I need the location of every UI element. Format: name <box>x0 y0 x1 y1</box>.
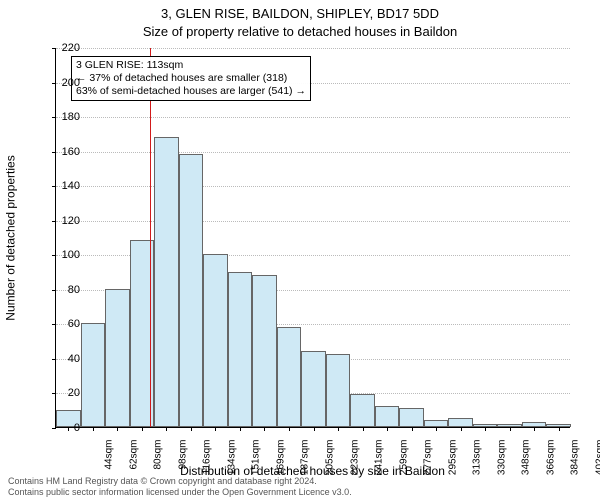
gridline <box>56 152 570 153</box>
xtick-mark <box>314 427 315 431</box>
xtick-mark <box>117 427 118 431</box>
xtick-label: 348sqm <box>521 440 532 484</box>
xtick-label: 44sqm <box>104 440 115 484</box>
annotation-line2: ← 37% of detached houses are smaller (31… <box>76 72 306 85</box>
histogram-bar <box>424 420 449 427</box>
xtick-mark <box>289 427 290 431</box>
gridline <box>56 186 570 187</box>
property-size-chart: 3, GLEN RISE, BAILDON, SHIPLEY, BD17 5DD… <box>0 0 600 500</box>
ytick-label: 0 <box>50 422 80 434</box>
histogram-bar <box>375 406 400 427</box>
histogram-bar <box>399 408 424 427</box>
annotation-line1: 3 GLEN RISE: 113sqm <box>76 59 306 72</box>
xtick-mark <box>436 427 437 431</box>
xtick-label: 313sqm <box>472 440 483 484</box>
plot-area: 3 GLEN RISE: 113sqm← 37% of detached hou… <box>55 48 570 428</box>
histogram-bar <box>81 323 106 427</box>
xtick-label: 384sqm <box>570 440 581 484</box>
ytick-label: 120 <box>50 215 80 227</box>
xtick-label: 259sqm <box>398 440 409 484</box>
xtick-mark <box>485 427 486 431</box>
xtick-label: 187sqm <box>300 440 311 484</box>
xtick-label: 151sqm <box>251 440 262 484</box>
chart-title-line1: 3, GLEN RISE, BAILDON, SHIPLEY, BD17 5DD <box>0 6 600 21</box>
xtick-mark <box>534 427 535 431</box>
xtick-mark <box>93 427 94 431</box>
histogram-bar <box>326 354 351 427</box>
ytick-label: 80 <box>50 284 80 296</box>
xtick-label: 330sqm <box>496 440 507 484</box>
ytick-label: 20 <box>50 387 80 399</box>
histogram-bar <box>301 351 326 427</box>
ytick-label: 220 <box>50 42 80 54</box>
xtick-mark <box>166 427 167 431</box>
xtick-mark <box>264 427 265 431</box>
xtick-label: 223sqm <box>349 440 360 484</box>
ytick-label: 200 <box>50 77 80 89</box>
xtick-label: 62sqm <box>128 440 139 484</box>
ytick-label: 60 <box>50 318 80 330</box>
xtick-mark <box>142 427 143 431</box>
histogram-bar <box>154 137 179 427</box>
xtick-label: 98sqm <box>177 440 188 484</box>
xtick-mark <box>461 427 462 431</box>
ytick-label: 40 <box>50 353 80 365</box>
xtick-label: 366sqm <box>545 440 556 484</box>
ytick-label: 180 <box>50 111 80 123</box>
ytick-label: 160 <box>50 146 80 158</box>
histogram-bar <box>277 327 302 427</box>
chart-title-line2: Size of property relative to detached ho… <box>0 24 600 39</box>
xtick-label: 241sqm <box>374 440 385 484</box>
histogram-bar <box>448 418 473 427</box>
xtick-mark <box>387 427 388 431</box>
histogram-bar <box>105 289 130 427</box>
gridline <box>56 221 570 222</box>
xtick-label: 80sqm <box>153 440 164 484</box>
annotation-line3: 63% of semi-detached houses are larger (… <box>76 85 306 98</box>
ytick-label: 140 <box>50 180 80 192</box>
y-axis-label: Number of detached properties <box>4 48 18 428</box>
xtick-label: 169sqm <box>275 440 286 484</box>
histogram-bar <box>179 154 204 427</box>
gridline <box>56 48 570 49</box>
xtick-label: 116sqm <box>202 440 213 484</box>
ytick-label: 100 <box>50 249 80 261</box>
xtick-label: 277sqm <box>423 440 434 484</box>
xtick-mark <box>191 427 192 431</box>
histogram-bar <box>350 394 375 427</box>
footer-line2: Contains public sector information licen… <box>8 487 352 498</box>
xtick-label: 134sqm <box>226 440 237 484</box>
histogram-bar <box>203 254 228 427</box>
xtick-mark <box>363 427 364 431</box>
annotation-box: 3 GLEN RISE: 113sqm← 37% of detached hou… <box>71 56 311 101</box>
histogram-bar <box>252 275 277 427</box>
xtick-mark <box>559 427 560 431</box>
reference-line <box>150 48 152 427</box>
xtick-label: 295sqm <box>447 440 458 484</box>
histogram-bar <box>228 272 253 427</box>
xtick-mark <box>412 427 413 431</box>
xtick-mark <box>240 427 241 431</box>
xtick-mark <box>510 427 511 431</box>
xtick-mark <box>338 427 339 431</box>
gridline <box>56 117 570 118</box>
xtick-label: 205sqm <box>324 440 335 484</box>
xtick-label: 402sqm <box>594 440 600 484</box>
xtick-mark <box>215 427 216 431</box>
